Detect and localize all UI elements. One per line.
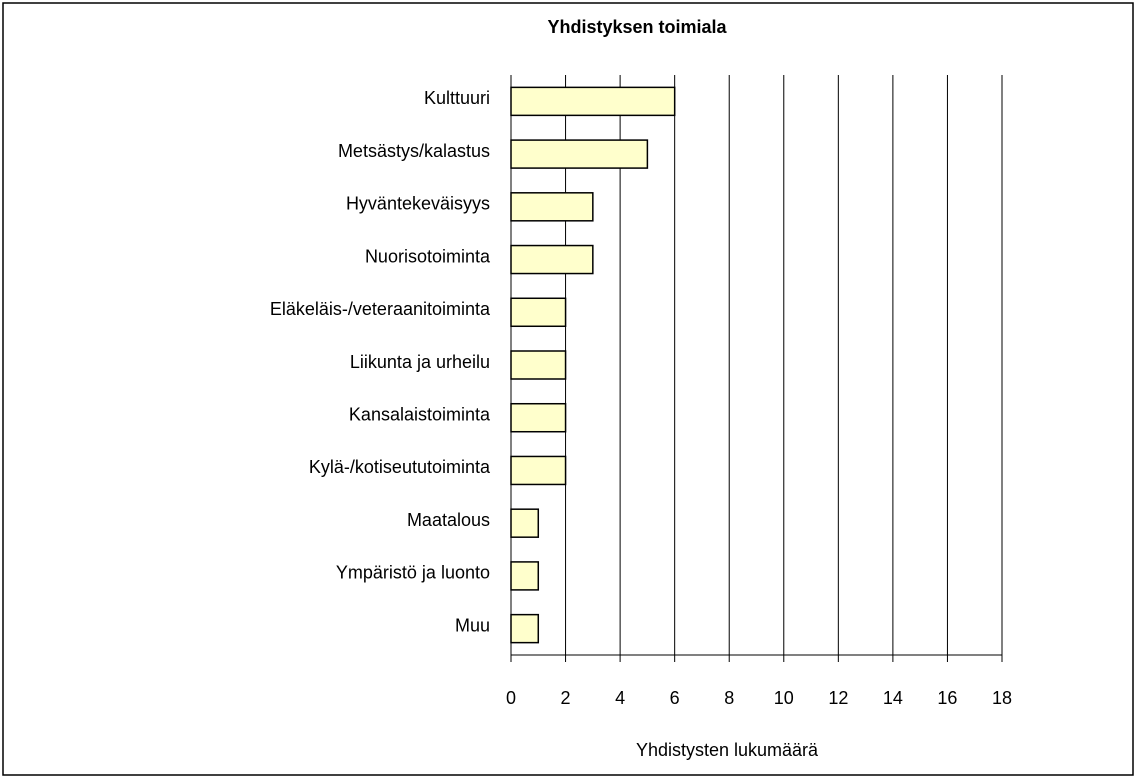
bar <box>510 402 567 433</box>
y-tick-label: Kulttuuri <box>424 88 490 108</box>
x-tick-label: 6 <box>670 688 680 708</box>
bar <box>510 297 567 328</box>
bar <box>510 86 676 117</box>
y-tick-label: Metsästys/kalastus <box>338 141 490 161</box>
y-tick-label: Ympäristö ja luonto <box>336 563 490 583</box>
y-tick-label: Kylä-/kotiseututoiminta <box>309 457 491 477</box>
x-tick-label: 12 <box>828 688 848 708</box>
bar <box>510 613 540 644</box>
y-tick-label: Maatalous <box>407 510 490 530</box>
x-axis-title: Yhdistysten lukumäärä <box>636 740 819 760</box>
y-tick-label: Nuorisotoiminta <box>365 246 491 266</box>
chart-title: Yhdistyksen toimiala <box>547 17 727 37</box>
bar <box>510 561 540 591</box>
y-tick-label: Hyväntekeväisyys <box>346 194 490 214</box>
x-tick-label: 0 <box>506 688 516 708</box>
y-tick-label: Kansalaistoiminta <box>349 404 491 424</box>
y-tick-label: Muu <box>455 615 490 635</box>
x-tick-label: 8 <box>724 688 734 708</box>
bar <box>510 350 567 380</box>
x-tick-label: 4 <box>615 688 625 708</box>
x-tick-label: 2 <box>561 688 571 708</box>
x-tick-label: 14 <box>883 688 903 708</box>
x-tick-label: 16 <box>937 688 957 708</box>
bar <box>510 508 540 538</box>
y-tick-label: Liikunta ja urheilu <box>350 352 490 372</box>
bar <box>510 455 567 486</box>
y-tick-label: Eläkeläis-/veteraanitoiminta <box>270 299 491 319</box>
bar <box>510 139 649 169</box>
bar <box>510 192 594 222</box>
x-tick-label: 18 <box>992 688 1012 708</box>
bar <box>510 244 594 275</box>
x-tick-label: 10 <box>774 688 794 708</box>
